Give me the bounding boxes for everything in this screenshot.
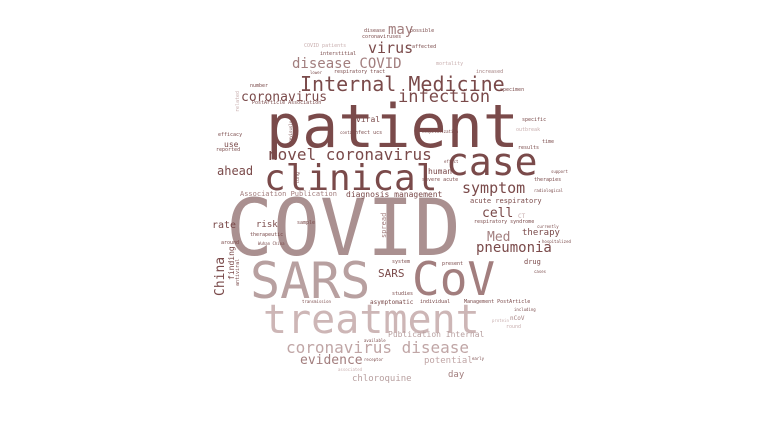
word-sars-small: SARS: [378, 267, 405, 280]
word-affected: affected: [412, 44, 437, 50]
word-lower: lower: [310, 70, 323, 75]
word-coronavirus: coronavirus: [241, 90, 328, 105]
word-previously: previously: [288, 120, 293, 145]
word-ahead: ahead: [217, 164, 254, 178]
word-support: support: [551, 169, 568, 174]
word-around: around: [221, 240, 240, 246]
word-coronaviruses: coronaviruses: [362, 34, 402, 40]
word-cases: cases: [534, 269, 547, 274]
word-treatment: treatment: [263, 297, 480, 343]
word-efficacy: efficacy: [218, 132, 243, 138]
word-round: round: [506, 324, 522, 330]
word-mortality: mortality: [436, 61, 464, 67]
word-sars: SARS: [250, 252, 371, 310]
word-infection: infection: [398, 87, 491, 107]
word-asymptomatic: asymptomatic: [370, 299, 414, 306]
word-early: early: [472, 356, 485, 361]
word-specimen: specimen: [500, 87, 525, 93]
word-related: related: [235, 90, 241, 112]
word-radiological: radiological: [534, 188, 563, 193]
word-disease-small: disease: [364, 28, 386, 34]
word-increased: increased: [476, 69, 504, 75]
word-rate: rate: [212, 220, 237, 231]
word-respiratory-syndrome: respiratory syndrome: [474, 219, 535, 225]
word-virus: virus: [368, 39, 414, 57]
word-respiratory-tract: respiratory tract: [334, 69, 386, 75]
word-novel-coronavirus: novel coronavirus: [268, 145, 432, 164]
word-results: results: [518, 145, 540, 151]
word-pneumonia: pneumonia: [476, 240, 552, 256]
word-diagnosis-management: diagnosis management: [346, 190, 443, 199]
word-ct: CT: [518, 213, 526, 220]
word-therapeutic: therapeutic: [250, 232, 284, 238]
word-ncov: nCoV: [510, 315, 525, 322]
word-coronavirus-disease: coronavirus disease: [286, 338, 470, 357]
word-chloroquine: chloroquine: [352, 374, 412, 384]
word-hospitalized: hospitalized: [542, 239, 571, 244]
word-human: human: [428, 167, 453, 176]
word-potential: potential: [424, 356, 473, 366]
word-may: may: [388, 22, 414, 38]
word-contact: contact: [340, 130, 357, 135]
word-hospitalization: hospitalization: [422, 129, 459, 134]
word-symptom: symptom: [462, 179, 526, 197]
word-patient: patient: [266, 92, 519, 162]
word-antiviral: antiviral: [235, 258, 241, 286]
word-postarticle-association: PostArticle Association: [252, 100, 322, 106]
word-effect: effect: [444, 159, 459, 164]
word-protein: protein: [492, 318, 509, 323]
word-case: case: [446, 140, 538, 184]
word-use: use: [224, 140, 239, 149]
word-lung: lung: [295, 171, 301, 184]
word-transmission: transmission: [302, 299, 331, 304]
word-present: present: [442, 261, 464, 267]
word-day: day: [448, 370, 465, 380]
word-association-publication: Association Publication: [240, 190, 337, 198]
word-china: China: [213, 256, 228, 296]
word-therapy: therapy: [522, 228, 560, 238]
word-spread: spread: [380, 212, 388, 238]
word-risk: risk: [256, 220, 278, 230]
word-publication-internal: Publication Internal: [388, 330, 485, 339]
word-covid: COVID: [226, 184, 461, 274]
word-interstitial: interstitial: [320, 51, 357, 57]
word-including: including: [514, 307, 536, 312]
word-currently: currently: [537, 224, 559, 229]
word-wuhan-china: Wuhan China: [258, 241, 285, 246]
word-cell: cell: [482, 206, 514, 221]
word-specific: specific: [522, 117, 547, 123]
word-evidence: evidence: [300, 353, 363, 368]
word-system: system: [392, 259, 411, 265]
word-individual: individual: [420, 299, 451, 305]
word-associated: associated: [338, 367, 363, 372]
word-therapies: therapies: [534, 177, 562, 183]
word-infect-ucs: infect ucs: [352, 130, 383, 136]
word-internal-medicine: Internal Medicine: [300, 72, 505, 96]
word-disease-covid: disease COVID: [292, 56, 402, 72]
word-covid-patients: COVID patients: [304, 43, 347, 49]
word-receptor: receptor: [364, 357, 384, 362]
word-clinical: clinical: [264, 158, 438, 199]
word-viral: viral: [356, 115, 381, 124]
word-outbreak: outbreak: [516, 127, 541, 133]
word-sample: sample: [297, 220, 316, 226]
word-time: time: [542, 139, 555, 145]
word-studies: studies: [392, 291, 414, 297]
word-reported: reported: [216, 147, 241, 153]
word-available: available: [364, 338, 386, 343]
word-cov: CoV: [412, 252, 496, 306]
word-possible: possible: [410, 28, 435, 34]
word-management-postarticle: Management PostArticle: [464, 299, 531, 305]
word-severe-acute: severe acute: [422, 177, 459, 183]
word-drug: drug: [524, 258, 541, 266]
word-acute-respiratory: acute respiratory: [470, 197, 542, 205]
word-med: Med: [487, 230, 511, 245]
word-number: number: [250, 83, 269, 89]
